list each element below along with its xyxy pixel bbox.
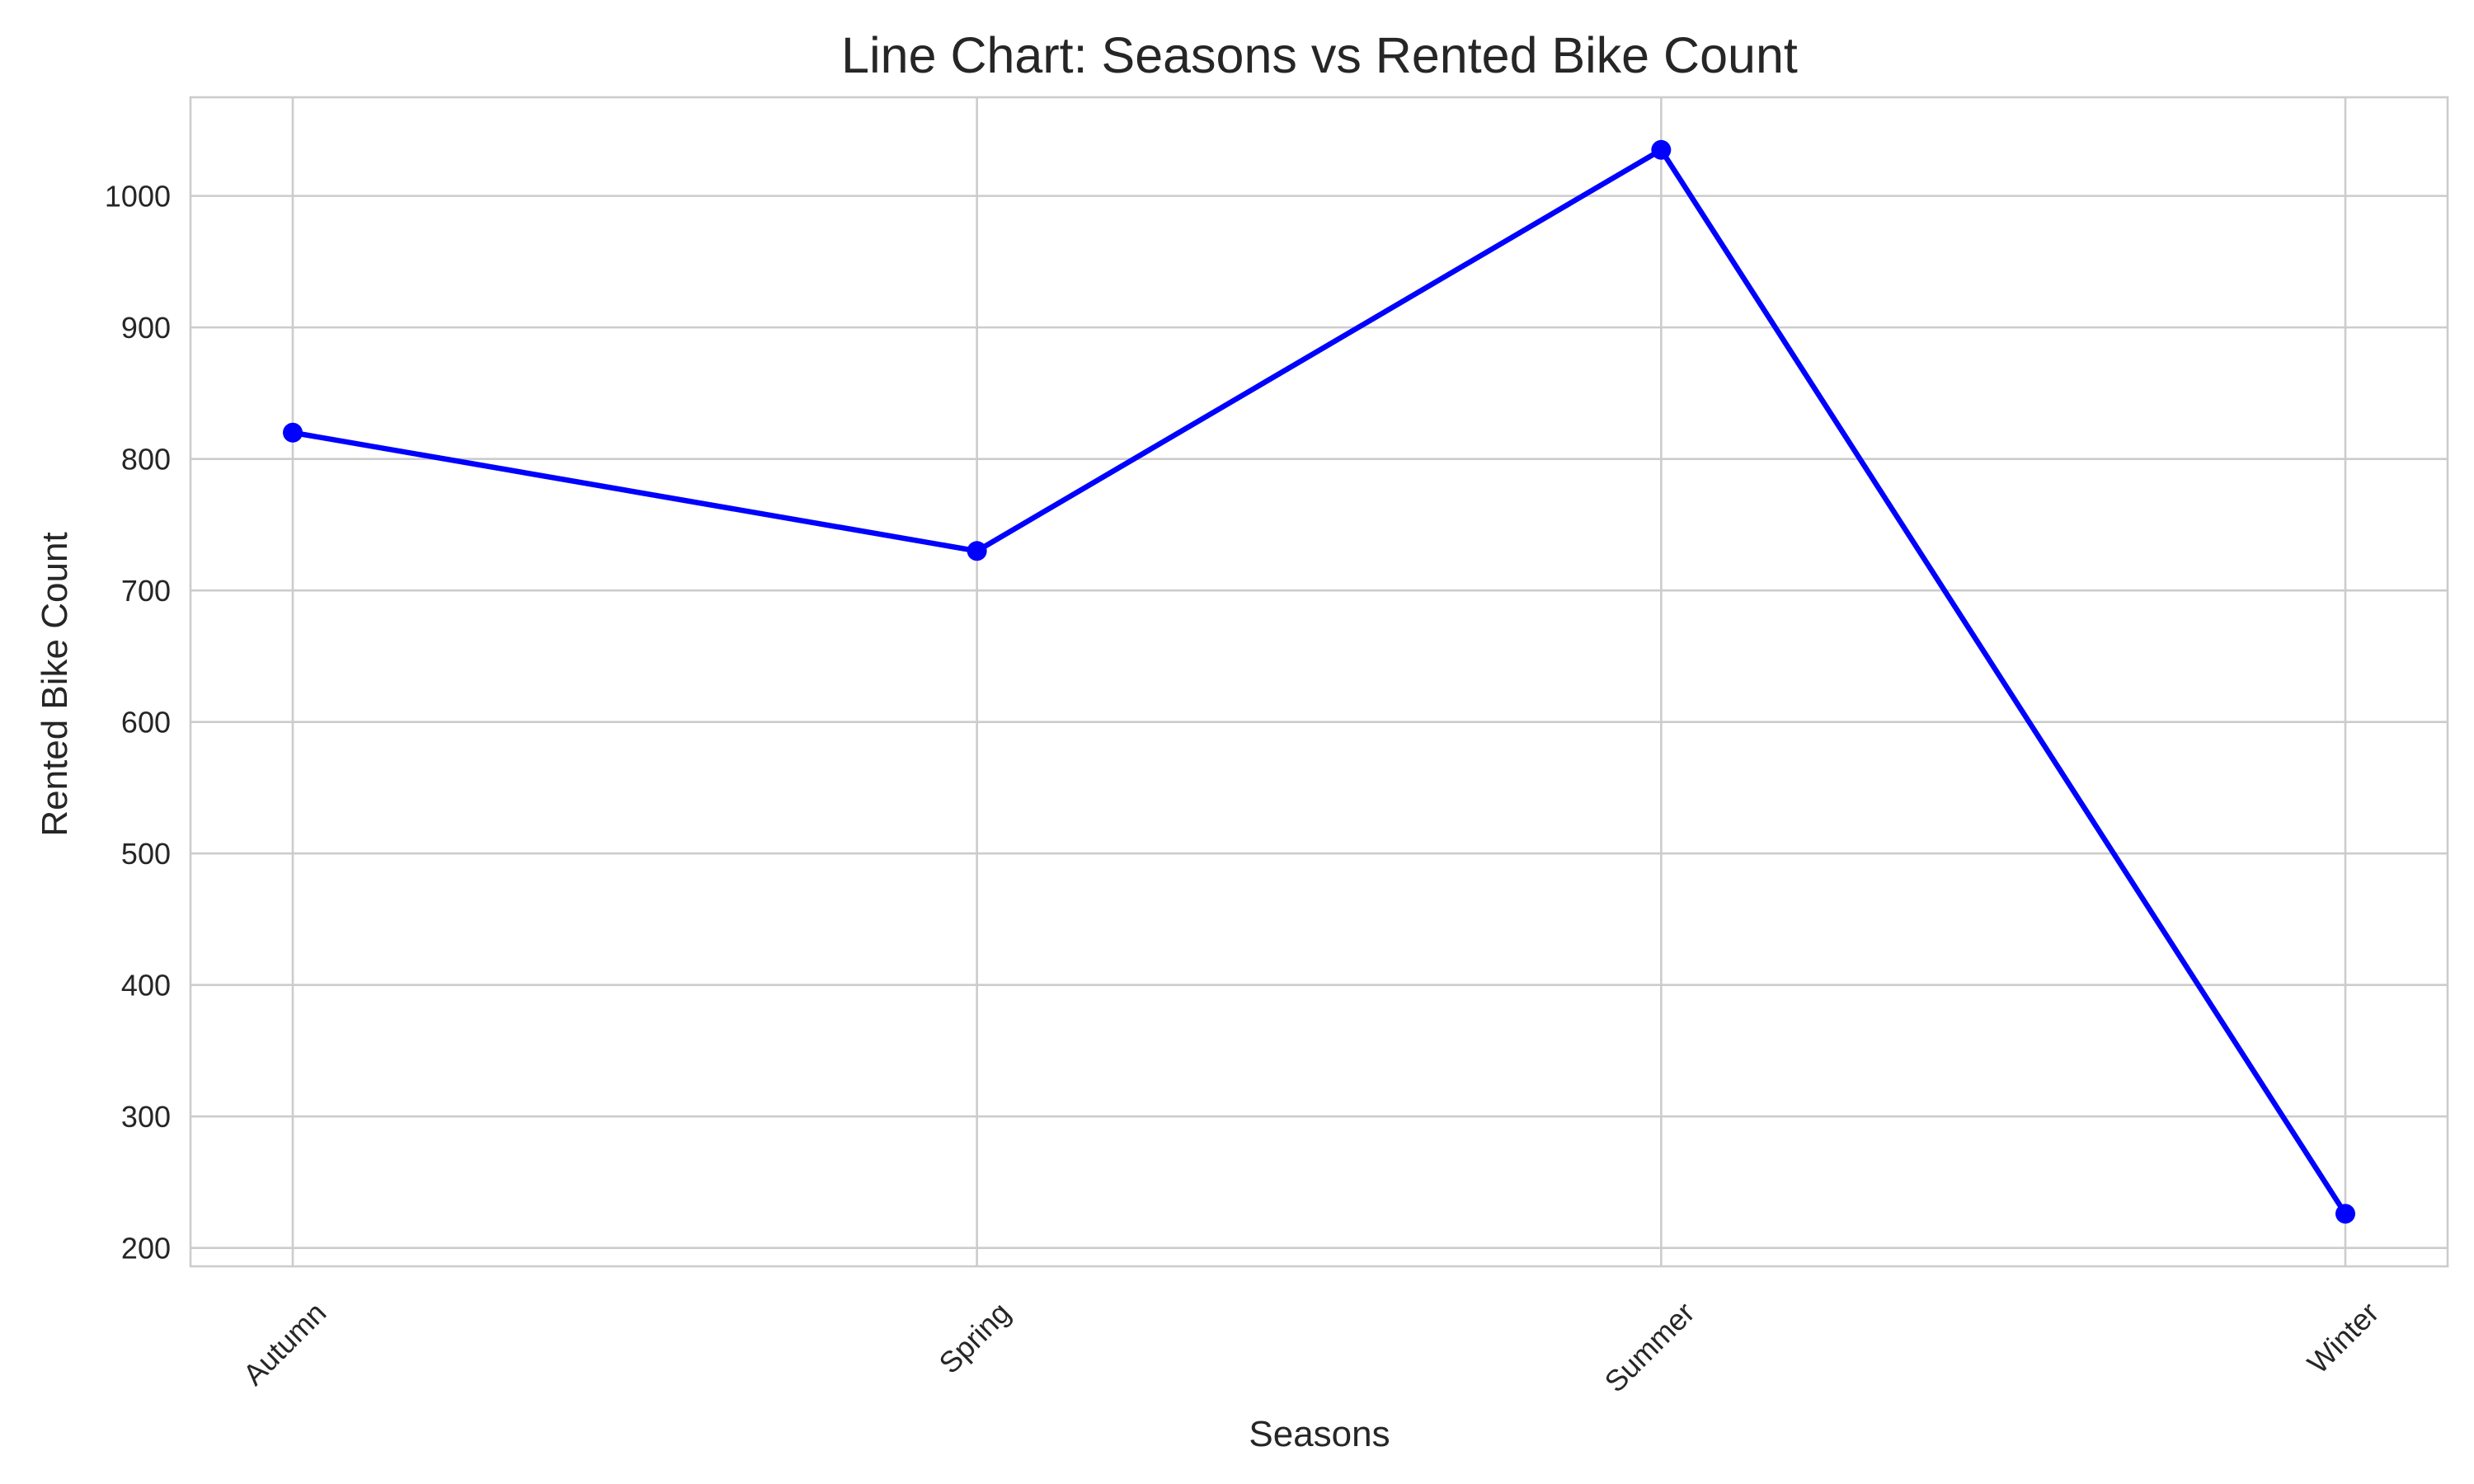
- y-axis-label: Rented Bike Count: [35, 532, 75, 836]
- x-axis-label: Seasons: [1249, 1414, 1390, 1454]
- plot-frame: [189, 96, 2449, 1268]
- chart-title: Line Chart: Seasons vs Rented Bike Count: [841, 27, 1798, 83]
- y-tick-label-200: 200: [121, 1232, 171, 1266]
- y-tick-label-500: 500: [121, 837, 171, 871]
- data-point-winter: [2335, 1204, 2355, 1224]
- x-gridlines: [291, 97, 2347, 1266]
- y-tick-label-300: 300: [121, 1100, 171, 1134]
- y-tick-labels: 200 300 400 500 600 700 800 900 1000: [105, 180, 171, 1266]
- data-point-autumn: [283, 422, 303, 443]
- data-point-summer: [1651, 139, 1672, 160]
- y-tick-label-800: 800: [121, 443, 171, 477]
- y-tick-label-400: 400: [121, 969, 171, 1003]
- y-tick-label-700: 700: [121, 574, 171, 608]
- y-tick-label-1000: 1000: [105, 180, 171, 214]
- y-tick-label-600: 600: [121, 706, 171, 740]
- y-gridlines: [190, 195, 2448, 1249]
- series-layer: [283, 139, 2355, 1224]
- y-tick-label-900: 900: [121, 311, 171, 345]
- series-line-0: [289, 147, 2349, 1217]
- data-point-spring: [967, 541, 987, 561]
